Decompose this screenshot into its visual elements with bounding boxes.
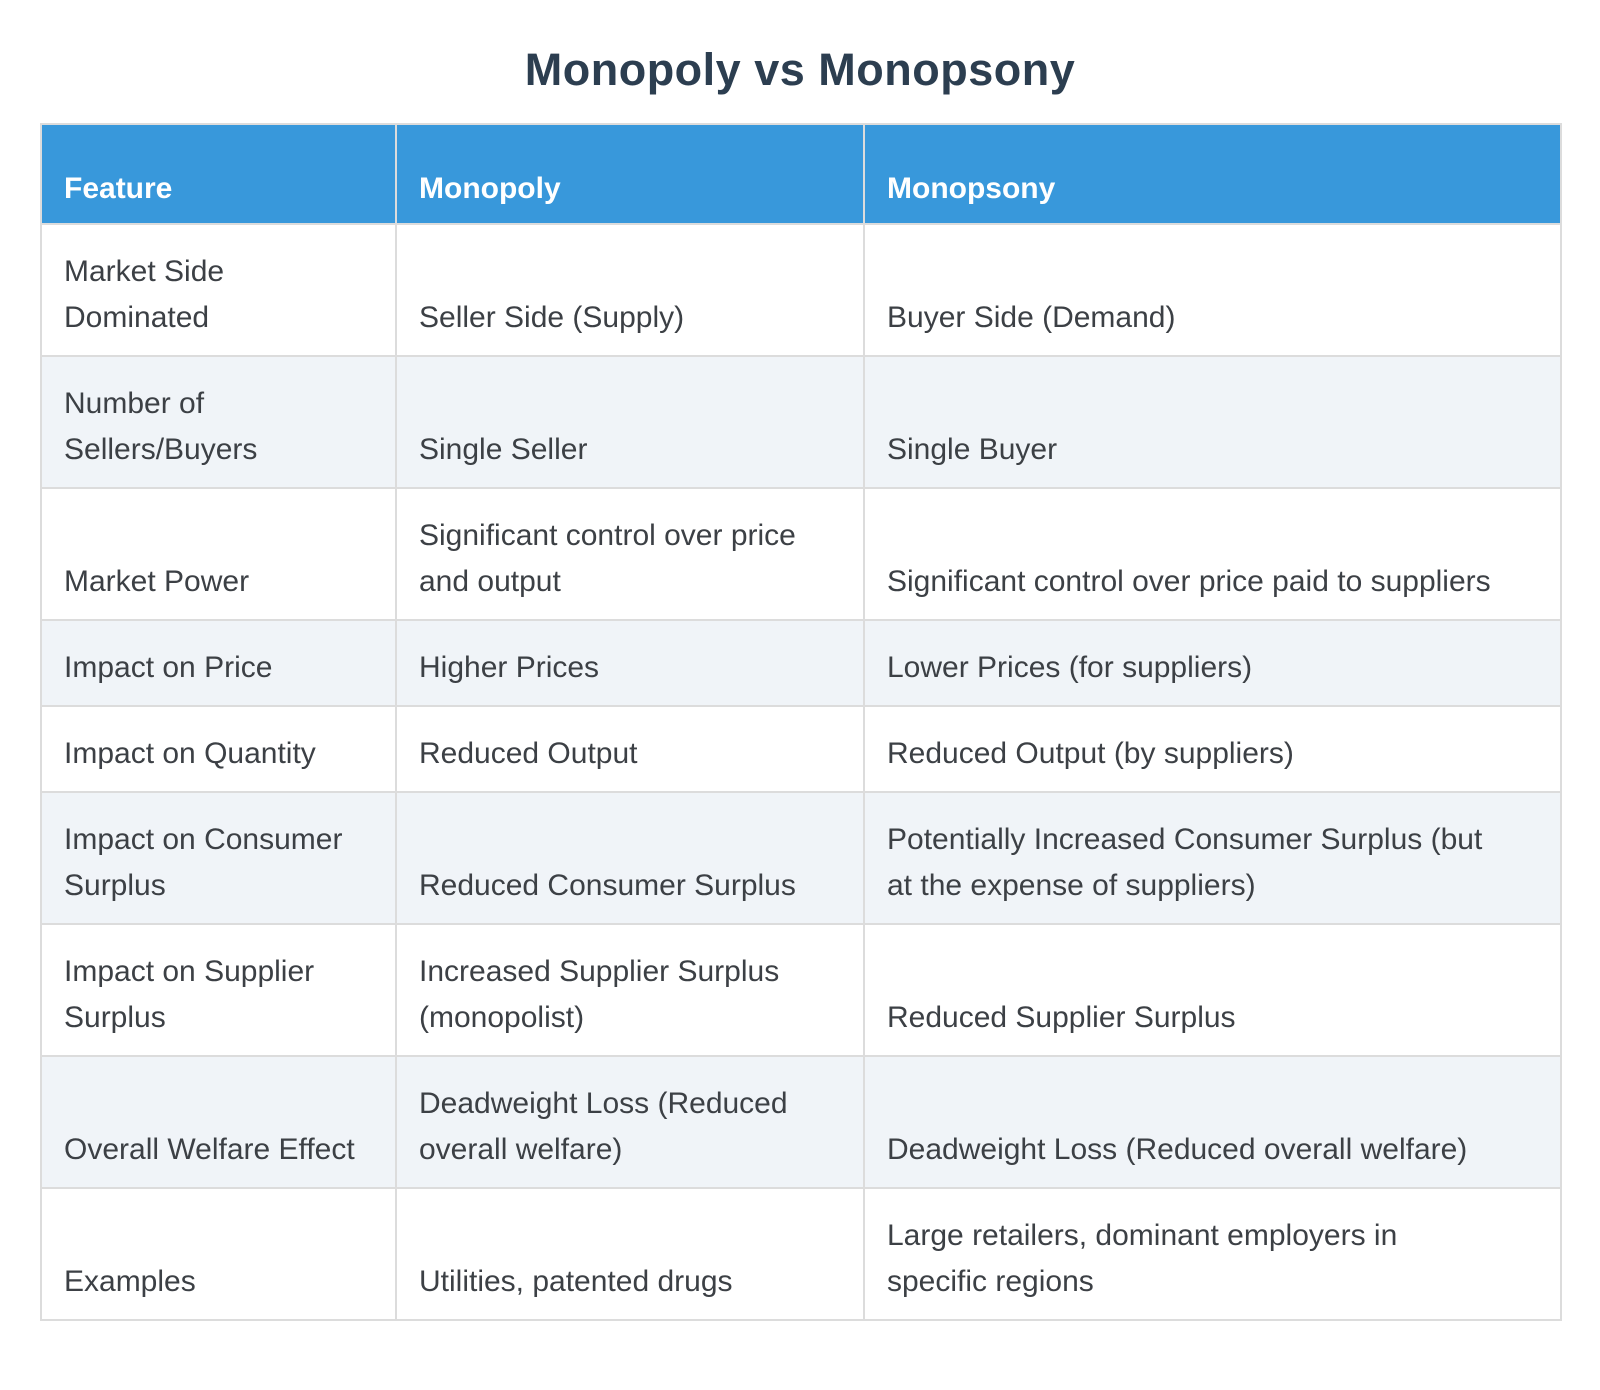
monopsony-cell: Significant control over price paid to s… bbox=[863, 487, 1562, 621]
monopoly-cell: Increased Supplier Surplus (monopolist) bbox=[395, 923, 865, 1057]
header-row: Feature Monopoly Monopsony bbox=[40, 123, 1562, 225]
table-body: Market Side Dominated Seller Side (Supply… bbox=[40, 223, 1562, 1321]
monopoly-cell: Significant control over price and outpu… bbox=[395, 487, 865, 621]
feature-cell: Market Side Dominated bbox=[40, 223, 397, 357]
monopsony-cell: Lower Prices (for suppliers) bbox=[863, 619, 1562, 707]
column-header-feature: Feature bbox=[40, 123, 397, 225]
monopoly-cell: Deadweight Loss (Reduced overall welfare… bbox=[395, 1055, 865, 1189]
monopsony-cell: Reduced Output (by suppliers) bbox=[863, 705, 1562, 793]
monopoly-cell: Seller Side (Supply) bbox=[395, 223, 865, 357]
table-row: Market Side Dominated Seller Side (Supply… bbox=[40, 223, 1562, 357]
table-row: Overall Welfare Effect Deadweight Loss (R… bbox=[40, 1055, 1562, 1189]
feature-cell: Examples bbox=[40, 1187, 397, 1321]
table-row: Impact on Quantity Reduced Output Reduced … bbox=[40, 705, 1562, 793]
feature-cell: Market Power bbox=[40, 487, 397, 621]
table-row: Market Power Significant control over pri… bbox=[40, 487, 1562, 621]
feature-cell: Impact on Consumer Surplus bbox=[40, 791, 397, 925]
column-header-monopoly: Monopoly bbox=[395, 123, 865, 225]
table-row: Impact on Supplier Surplus Increased Supp… bbox=[40, 923, 1562, 1057]
monopoly-cell: Single Seller bbox=[395, 355, 865, 489]
monopsony-cell: Potentially Increased Consumer Surplus (… bbox=[863, 791, 1562, 925]
monopsony-cell: Single Buyer bbox=[863, 355, 1562, 489]
page-title: Monopoly vs Monopsony bbox=[524, 44, 1076, 95]
comparison-table: Feature Monopoly Monopsony Market Side D… bbox=[40, 123, 1562, 1321]
feature-cell: Number of Sellers/Buyers bbox=[40, 355, 397, 489]
monopsony-cell: Deadweight Loss (Reduced overall welfare… bbox=[863, 1055, 1562, 1189]
table-row: Impact on Consumer Surplus Reduced Consum… bbox=[40, 791, 1562, 925]
table-row: Number of Sellers/Buyers Single Seller Sin… bbox=[40, 355, 1562, 489]
feature-cell: Overall Welfare Effect bbox=[40, 1055, 397, 1189]
feature-cell: Impact on Supplier Surplus bbox=[40, 923, 397, 1057]
monopsony-cell: Reduced Supplier Surplus bbox=[863, 923, 1562, 1057]
feature-cell: Impact on Quantity bbox=[40, 705, 397, 793]
monopoly-cell: Reduced Consumer Surplus bbox=[395, 791, 865, 925]
table-row: Impact on Price Higher Prices Lower Prices… bbox=[40, 619, 1562, 707]
monopoly-cell: Utilities, patented drugs bbox=[395, 1187, 865, 1321]
column-header-monopsony: Monopsony bbox=[863, 123, 1562, 225]
monopoly-cell: Higher Prices bbox=[395, 619, 865, 707]
monopsony-cell: Buyer Side (Demand) bbox=[863, 223, 1562, 357]
feature-cell: Impact on Price bbox=[40, 619, 397, 707]
monopoly-cell: Reduced Output bbox=[395, 705, 865, 793]
table-row: Examples Utilities, patented drugs Large r… bbox=[40, 1187, 1562, 1321]
monopsony-cell: Large retailers, dominant employers in s… bbox=[863, 1187, 1562, 1321]
